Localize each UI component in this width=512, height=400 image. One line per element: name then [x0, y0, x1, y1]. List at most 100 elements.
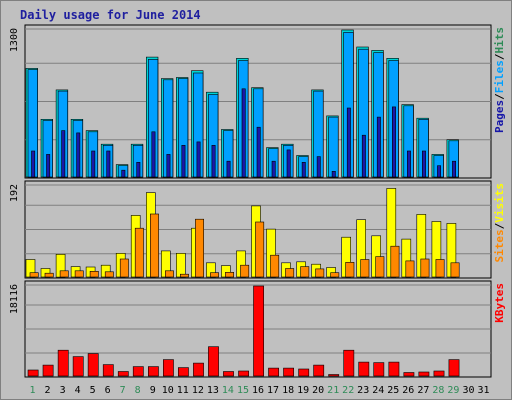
- bar-pages: [31, 150, 36, 178]
- bar-sites: [270, 254, 280, 278]
- bar-kbytes: [433, 370, 445, 377]
- x-tick-label: 10: [162, 385, 174, 396]
- bar-pages: [286, 149, 291, 178]
- bar-pages: [226, 160, 231, 178]
- x-tick-label: 24: [372, 385, 384, 396]
- bar-sites: [255, 221, 265, 278]
- bar-pages: [121, 169, 126, 178]
- x-tick-label: 5: [90, 385, 96, 396]
- bar-kbytes: [42, 364, 54, 377]
- bar-kbytes: [208, 346, 219, 377]
- bar-kbytes: [72, 356, 84, 377]
- x-tick-label: 9: [150, 385, 156, 396]
- bar-kbytes: [373, 362, 385, 377]
- bar-sites: [330, 272, 340, 278]
- bar-kbytes: [343, 349, 355, 377]
- bar-sites: [315, 268, 325, 278]
- x-tick-label: 2: [44, 385, 50, 396]
- x-tick-label: 7: [120, 385, 126, 396]
- bar-pages: [271, 160, 276, 178]
- bar-sites: [225, 271, 234, 278]
- bar-sites: [300, 266, 310, 278]
- x-tick-label: 18: [282, 385, 294, 396]
- bar-sites: [119, 258, 129, 278]
- bar-kbytes: [148, 366, 159, 377]
- bar-pages: [241, 88, 246, 178]
- bar-pages: [437, 165, 441, 178]
- x-tick-label: 26: [402, 385, 414, 396]
- x-tick-label: 28: [432, 385, 444, 396]
- bar-pages: [346, 107, 351, 178]
- bar-pages: [166, 154, 171, 178]
- bar-kbytes: [283, 367, 294, 377]
- x-tick-label: 23: [357, 385, 369, 396]
- bar-pages: [331, 171, 336, 178]
- bar-sites: [165, 270, 174, 278]
- x-tick-label: 27: [417, 385, 429, 396]
- x-tick-label: 4: [75, 385, 81, 396]
- bar-kbytes: [313, 364, 325, 377]
- bar-sites: [390, 245, 400, 278]
- x-tick-label: 20: [312, 385, 324, 396]
- legend-kbytes: KBytes: [493, 283, 506, 323]
- bar-pages: [106, 150, 111, 178]
- chart-title: Daily usage for June 2014: [20, 8, 201, 22]
- bar-sites: [375, 256, 385, 278]
- bar-kbytes: [448, 359, 460, 377]
- x-tick-label: 8: [135, 385, 141, 396]
- bar-pages: [151, 131, 156, 178]
- legend-entry: /: [493, 222, 506, 229]
- bar-kbytes: [193, 362, 204, 377]
- bar-sites: [150, 213, 159, 278]
- bar-sites: [450, 262, 460, 278]
- x-tick-label: 15: [237, 385, 249, 396]
- legend-visits-sites: Sites/Visits: [493, 183, 506, 263]
- bar-sites: [44, 272, 54, 278]
- bar-sites: [74, 270, 84, 278]
- x-tick-label: 12: [192, 385, 204, 396]
- bar-sites: [420, 258, 430, 278]
- bar-pages: [391, 106, 396, 178]
- bar-sites: [180, 273, 189, 278]
- bar-kbytes: [253, 285, 264, 377]
- bar-pages: [196, 141, 201, 178]
- x-tick-label: 19: [297, 385, 309, 396]
- x-tick-label: 21: [327, 385, 339, 396]
- bar-pages: [452, 160, 456, 178]
- bar-sites: [59, 270, 69, 278]
- bar-pages: [76, 132, 81, 178]
- legend-entry: Pages: [493, 100, 506, 133]
- bar-sites: [360, 259, 370, 278]
- bar-kbytes: [117, 371, 129, 377]
- bar-sites: [240, 264, 250, 278]
- bar-kbytes: [163, 359, 174, 377]
- bar-kbytes: [27, 369, 39, 377]
- bar-kbytes: [328, 374, 340, 377]
- bar-pages: [406, 150, 411, 178]
- bar-pages: [211, 145, 216, 178]
- bar-sites: [29, 272, 39, 278]
- x-tick-label: 3: [60, 385, 66, 396]
- x-tick-label: 22: [342, 385, 354, 396]
- bar-sites: [435, 259, 445, 278]
- legend-entry: KBytes: [493, 283, 506, 323]
- bar-pages: [136, 162, 141, 178]
- bar-sites: [285, 268, 295, 278]
- legend-entry: Hits: [493, 27, 506, 54]
- x-tick-label: 25: [387, 385, 399, 396]
- bar-pages: [316, 156, 321, 178]
- y-max-label: 192: [9, 184, 20, 202]
- x-tick-label: 31: [477, 385, 489, 396]
- bar-pages: [181, 145, 186, 178]
- x-tick-label: 13: [207, 385, 219, 396]
- x-tick-label: 16: [252, 385, 264, 396]
- bar-kbytes: [223, 371, 234, 377]
- legend-entry: /: [493, 53, 506, 60]
- bar-pages: [46, 154, 51, 178]
- bar-kbytes: [102, 364, 114, 377]
- bar-kbytes: [268, 367, 279, 377]
- bar-sites: [89, 270, 99, 278]
- x-tick-label: 11: [177, 385, 189, 396]
- bar-pages: [91, 150, 96, 178]
